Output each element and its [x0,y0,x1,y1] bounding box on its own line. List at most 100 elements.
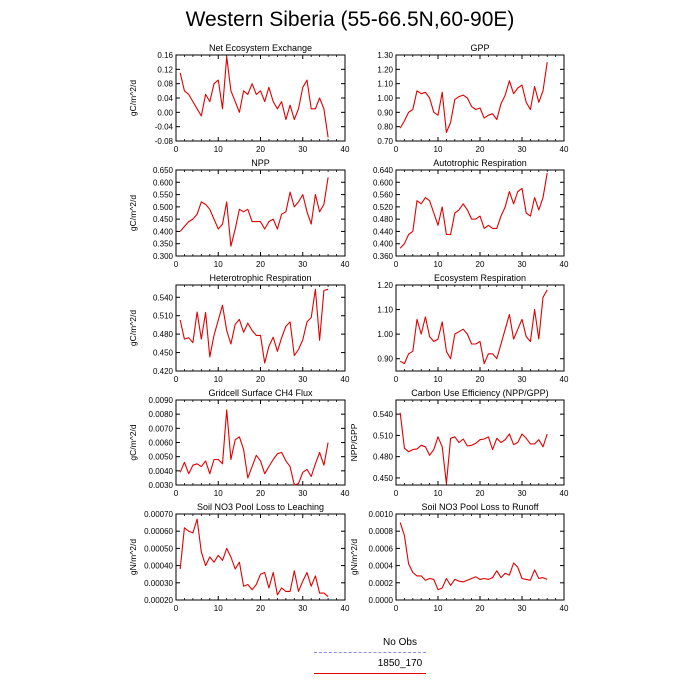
x-tick-label: 30 [518,375,527,384]
y-axis-label: gC/m^2/d [128,424,138,460]
x-tick-label: 10 [434,489,443,498]
y-tick-label: 0.0010 [369,510,394,519]
x-tick-label: 0 [394,145,399,154]
y-tick-label: 1.10 [377,80,393,89]
x-tick-label: 40 [341,145,350,154]
x-tick-label: 30 [298,260,307,269]
series-line [179,409,329,486]
y-tick-label: 0.440 [373,227,394,236]
y-axis-label: gC/m^2/d [128,80,138,116]
x-tick-label: 10 [434,145,443,154]
panel-autotrophic-respiration: Autotrophic Respiration 0 10 20 30 40 0.360 0.4… [373,158,569,269]
y-tick-label: 0.0040 [149,467,174,476]
y-tick-label: 0.450 [373,474,394,483]
panel-title: Net Ecosystem Exchange [209,43,312,53]
y-tick-label: -0.08 [155,137,174,146]
y-tick-label: 0.480 [153,330,174,339]
panel-gpp: GPP 0 10 20 30 40 0.70 0.80 0.90 1.00 1.10 1.20 1.30 [377,43,569,154]
figure-title: Western Siberia (55-66.5N,60-90E) [185,8,515,31]
y-tick-label: 0.420 [153,367,174,376]
y-tick-label: 0.400 [153,227,174,236]
x-tick-label: 30 [518,145,527,154]
y-tick-label: 0.90 [377,108,393,117]
y-tick-label: 0.00 [157,108,173,117]
x-tick-label: 20 [476,604,485,613]
plot-frame [395,169,565,257]
y-tick-label: 1.10 [377,306,393,315]
x-tick-label: 30 [298,375,307,384]
panel-carbon-use-efficiency-npp-gpp: Carbon Use Efficiency (NPP/GPP) 0 10 20 30 40… [349,388,569,498]
panel-title: GPP [470,43,489,53]
y-tick-label: 0.0008 [369,527,394,536]
y-tick-label: 0.0006 [369,544,394,553]
x-tick-label: 20 [256,260,265,269]
x-tick-label: 30 [518,489,527,498]
x-tick-label: 20 [476,375,485,384]
y-tick-label: 0.00040 [144,562,173,571]
y-tick-label: 0.600 [373,178,394,187]
plot-frame [395,513,565,601]
y-tick-label: 0.510 [153,312,174,321]
y-axis-label: gC/m^2/d [128,310,138,346]
panel-title: Soil NO3 Pool Loss to Leaching [197,502,324,512]
y-tick-label: 0.04 [157,94,173,103]
plot-frame [175,513,346,601]
y-axis-label: gN/m^2/d [349,539,359,575]
panel-title: NPP [251,158,270,168]
series-line [179,56,329,138]
y-tick-label: 0.00020 [144,596,173,605]
panel-net-ecosystem-exchange: Net Ecosystem Exchange 0 10 20 30 40 -0.08 -0.0… [128,43,350,154]
y-tick-label: 0.560 [373,191,394,200]
y-axis-label: NPP/GPP [349,423,359,461]
plot-frame [395,399,565,486]
y-tick-label: 0.08 [157,80,173,89]
x-tick-label: 40 [560,145,569,154]
plot-frame [175,169,346,257]
y-tick-label: 0.0060 [149,439,174,448]
y-tick-label: 0.480 [373,215,394,224]
x-tick-label: 20 [256,375,265,384]
panel-title: Soil NO3 Pool Loss to Runoff [422,502,539,512]
series-line [399,289,548,365]
panel-title: Gridcell Surface CH4 Flux [208,388,313,398]
y-tick-label: -0.04 [155,123,174,132]
x-tick-label: 10 [214,375,223,384]
panel-title: Heterotrophic Respiration [209,273,311,283]
x-tick-label: 0 [174,375,179,384]
y-tick-label: 0.0070 [149,424,174,433]
y-tick-label: 1.20 [377,65,393,74]
series-line [179,177,329,247]
y-tick-label: 1.30 [377,51,393,60]
y-tick-label: 0.0050 [149,453,174,462]
panel-soil-no3-pool-loss-to-runoff: Soil NO3 Pool Loss to Runoff 0 10 20 30 40 0.0… [349,502,569,613]
y-tick-label: 0.350 [153,240,174,249]
y-tick-label: 0.80 [377,123,393,132]
y-tick-label: 0.650 [153,166,174,175]
x-tick-label: 30 [298,604,307,613]
x-tick-label: 40 [341,489,350,498]
legend-line-no-obs [314,652,426,653]
x-tick-label: 0 [394,260,399,269]
x-tick-label: 20 [256,145,265,154]
legend-label-no-obs: No Obs [383,637,417,648]
y-tick-label: 0.520 [373,203,394,212]
series-line [179,518,329,598]
y-tick-label: 1.20 [377,281,393,290]
x-tick-label: 40 [341,260,350,269]
plot-frame [395,54,565,142]
x-tick-label: 0 [394,375,399,384]
y-tick-label: 0.00060 [144,527,173,536]
series-line [399,62,548,133]
x-tick-label: 10 [214,260,223,269]
y-tick-label: 0.450 [153,215,174,224]
x-tick-label: 10 [214,604,223,613]
y-tick-label: 1.00 [377,94,393,103]
y-tick-label: 0.360 [373,252,394,261]
y-tick-label: 0.540 [153,293,174,302]
x-tick-label: 40 [341,375,350,384]
panel-title: Carbon Use Efficiency (NPP/GPP) [411,388,548,398]
y-tick-label: 0.600 [153,178,174,187]
x-tick-label: 0 [174,489,179,498]
panel-soil-no3-pool-loss-to-leaching: Soil NO3 Pool Loss to Leaching 0 10 20 30 40 0… [128,502,350,613]
y-tick-label: 0.510 [373,431,394,440]
